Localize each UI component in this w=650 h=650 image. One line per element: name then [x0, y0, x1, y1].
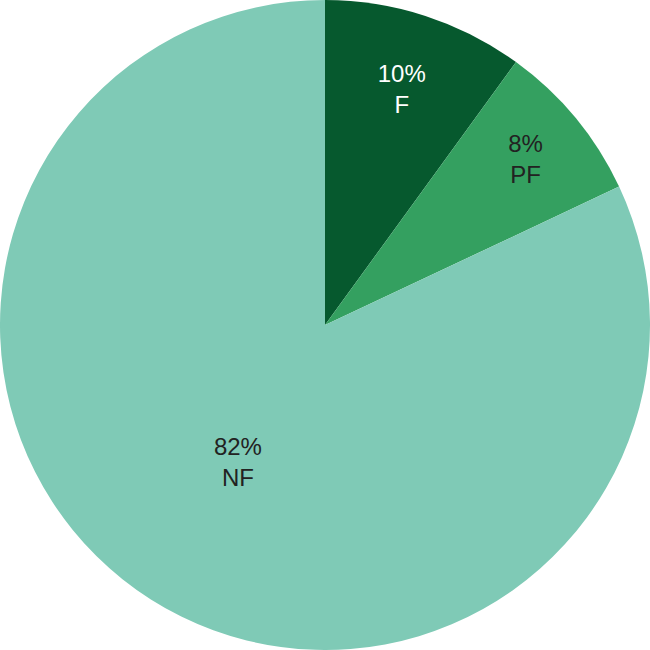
svg-text:8%PF: 8%PF [508, 130, 543, 188]
svg-text:82%NF: 82%NF [214, 433, 262, 491]
svg-text:10%F: 10%F [378, 60, 426, 118]
